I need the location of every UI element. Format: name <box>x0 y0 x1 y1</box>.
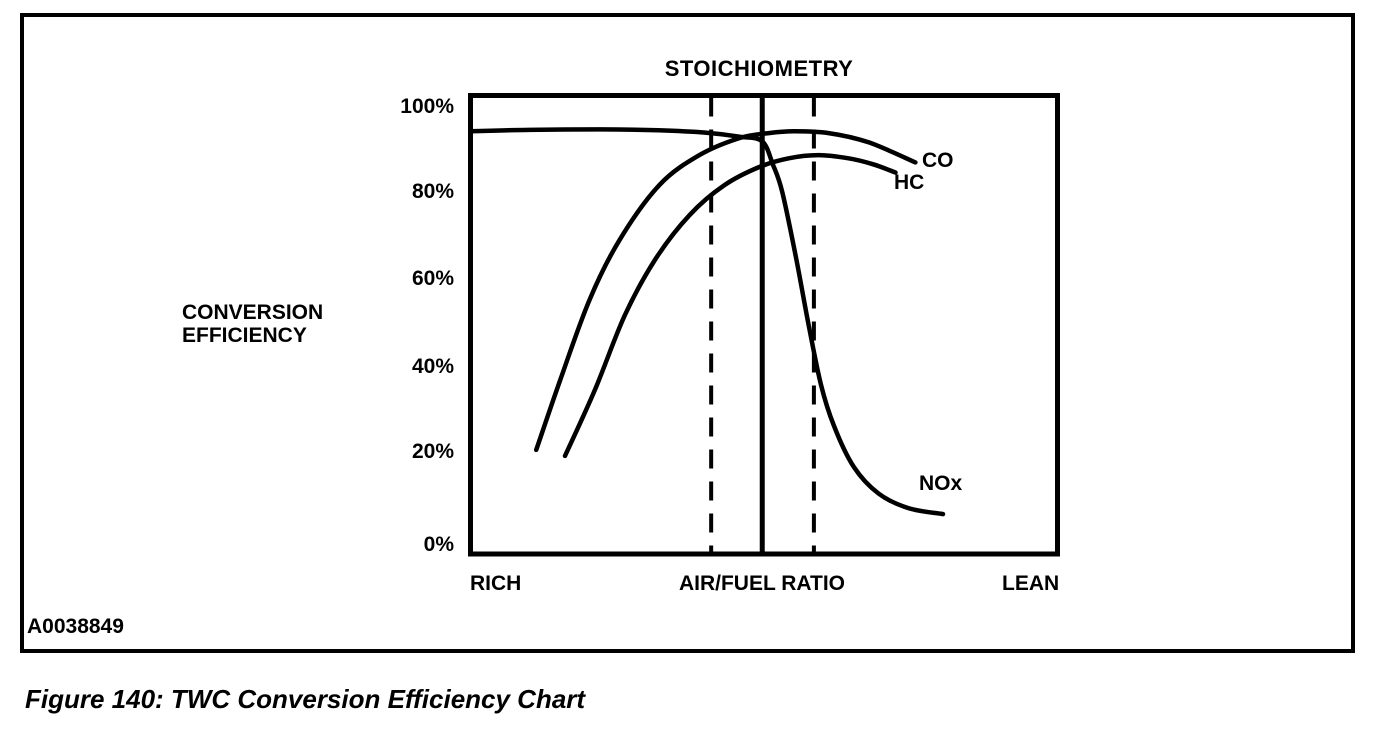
series-label-co: CO <box>922 149 954 172</box>
figure-code-label: A0038849 <box>27 615 124 638</box>
series-line-co <box>533 129 918 453</box>
series-line-hc <box>562 152 898 459</box>
series-line-nox <box>468 127 946 517</box>
y-axis-label: CONVERSION EFFICIENCY <box>182 301 324 347</box>
figure-frame <box>20 13 1355 653</box>
x-axis-label-lean: LEAN <box>1002 572 1060 595</box>
y-tick-60: 60% <box>411 267 454 290</box>
y-tick-0: 0% <box>423 533 454 556</box>
y-tick-80: 80% <box>411 180 454 203</box>
series-label-hc: HC <box>894 171 925 194</box>
series-label-nox: NOx <box>919 472 963 495</box>
x-axis-label-rich: RICH <box>470 572 522 595</box>
x-axis-label-airfuel-ratio: AIR/FUEL RATIO <box>678 572 846 595</box>
plot-border <box>468 93 1060 557</box>
y-tick-40: 40% <box>411 355 454 378</box>
figure-caption: Figure 140: TWC Conversion Efficiency Ch… <box>25 684 586 714</box>
y-tick-100: 100% <box>400 95 454 118</box>
y-tick-20: 20% <box>411 440 454 463</box>
chart-title: STOICHIOMETRY <box>664 56 854 81</box>
